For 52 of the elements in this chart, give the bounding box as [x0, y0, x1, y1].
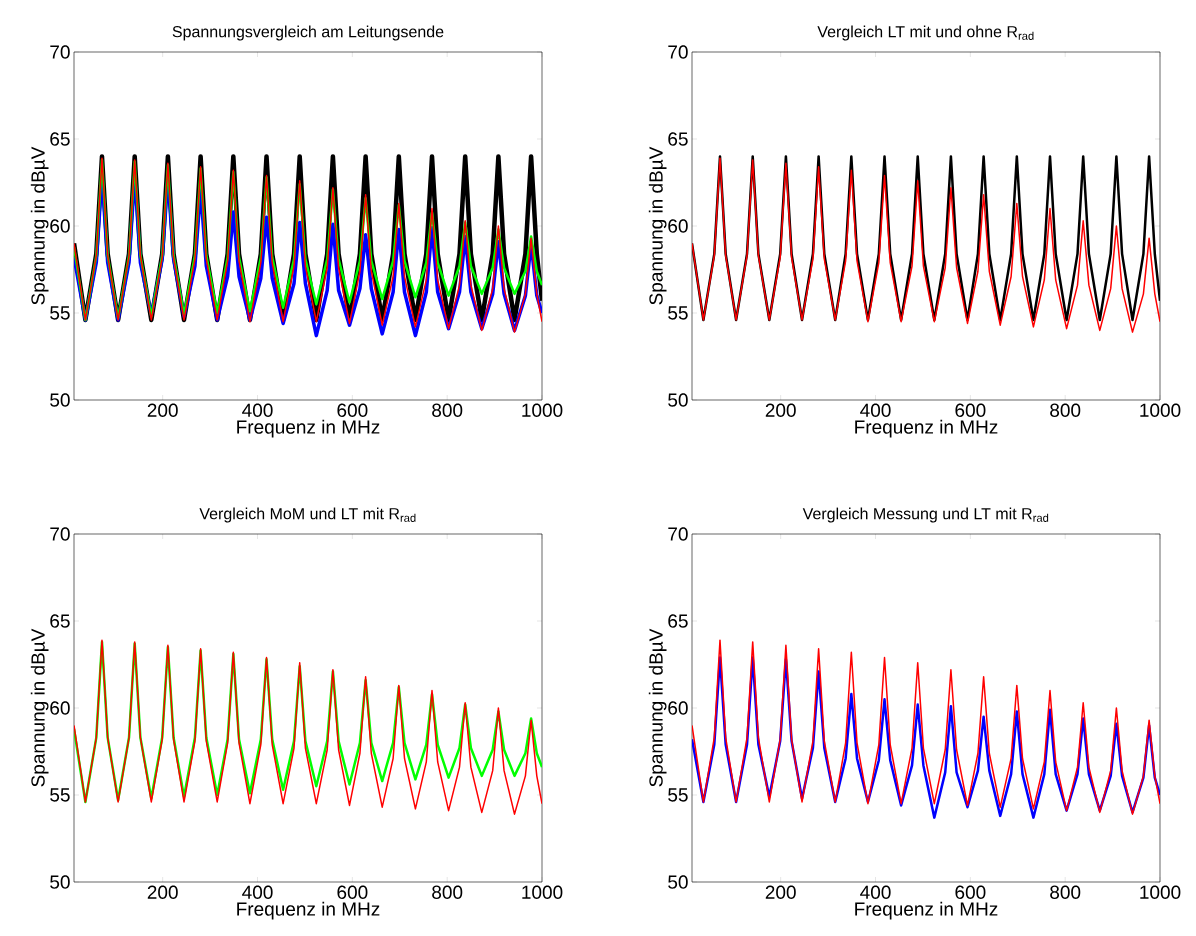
x-tick-label: 1000: [522, 885, 563, 899]
y-tick-label: 60: [668, 701, 688, 715]
y-tick-label: 50: [50, 875, 70, 889]
y-axis-title: Spannung in dBµV: [30, 146, 49, 305]
y-axis-title: Spannung in dBµV: [648, 628, 667, 787]
chart-title: Spannungsvergleich am Leitungsende: [172, 25, 444, 41]
x-tick-label: 400: [242, 403, 273, 417]
y-tick-label: 50: [668, 875, 688, 889]
y-tick-label: 60: [50, 219, 70, 233]
y-axis-title: Spannung in dBµV: [648, 146, 667, 305]
chart-title: Vergleich LT mit und ohne R$_{rad}$: [817, 25, 1034, 41]
x-tick-label: 800: [432, 885, 463, 899]
y-tick-label: 50: [50, 393, 70, 407]
x-tick-label: 600: [955, 403, 986, 417]
x-axis-title: Frequenz in MHz: [237, 419, 380, 438]
y-tick-label: 50: [668, 393, 688, 407]
y-tick-label: 65: [668, 614, 688, 628]
y-tick-label: 55: [50, 788, 70, 802]
chart-title: Vergleich Messung und LT mit R$_{rad}$: [802, 507, 1049, 523]
y-tick-label: 70: [668, 45, 688, 59]
y-axis-title: Spannung in dBµV: [30, 628, 49, 787]
x-tick-label: 400: [242, 885, 273, 899]
y-tick-label: 60: [50, 701, 70, 715]
x-tick-label: 200: [147, 885, 178, 899]
x-tick-label: 1000: [1140, 885, 1181, 899]
x-tick-label: 400: [860, 403, 891, 417]
x-tick-label: 600: [337, 403, 368, 417]
x-tick-label: 400: [860, 885, 891, 899]
x-axis-title: Frequenz in MHz: [855, 419, 998, 438]
y-tick-label: 70: [668, 527, 688, 541]
y-tick-label: 65: [50, 614, 70, 628]
x-tick-label: 800: [432, 403, 463, 417]
x-tick-label: 600: [337, 885, 368, 899]
x-tick-label: 200: [765, 403, 796, 417]
x-tick-label: 1000: [522, 403, 563, 417]
y-tick-label: 55: [668, 306, 688, 320]
x-tick-label: 600: [955, 885, 986, 899]
x-tick-label: 800: [1050, 885, 1081, 899]
x-tick-label: 1000: [1140, 403, 1181, 417]
y-tick-label: 70: [50, 45, 70, 59]
y-tick-label: 55: [668, 788, 688, 802]
x-axis-title: Frequenz in MHz: [855, 901, 998, 920]
y-tick-label: 55: [50, 306, 70, 320]
y-tick-label: 65: [50, 132, 70, 146]
chart-title: Vergleich MoM und LT mit R$_{rad}$: [199, 507, 416, 523]
x-tick-label: 800: [1050, 403, 1081, 417]
x-tick-label: 200: [765, 885, 796, 899]
y-tick-label: 65: [668, 132, 688, 146]
x-axis-title: Frequenz in MHz: [237, 901, 380, 920]
y-tick-label: 70: [50, 527, 70, 541]
y-tick-label: 60: [668, 219, 688, 233]
x-tick-label: 200: [147, 403, 178, 417]
